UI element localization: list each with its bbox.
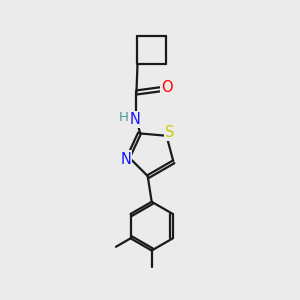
Text: H: H <box>119 111 128 124</box>
Text: N: N <box>129 112 140 127</box>
Text: S: S <box>165 125 175 140</box>
Text: O: O <box>161 80 173 95</box>
Text: N: N <box>120 152 131 166</box>
